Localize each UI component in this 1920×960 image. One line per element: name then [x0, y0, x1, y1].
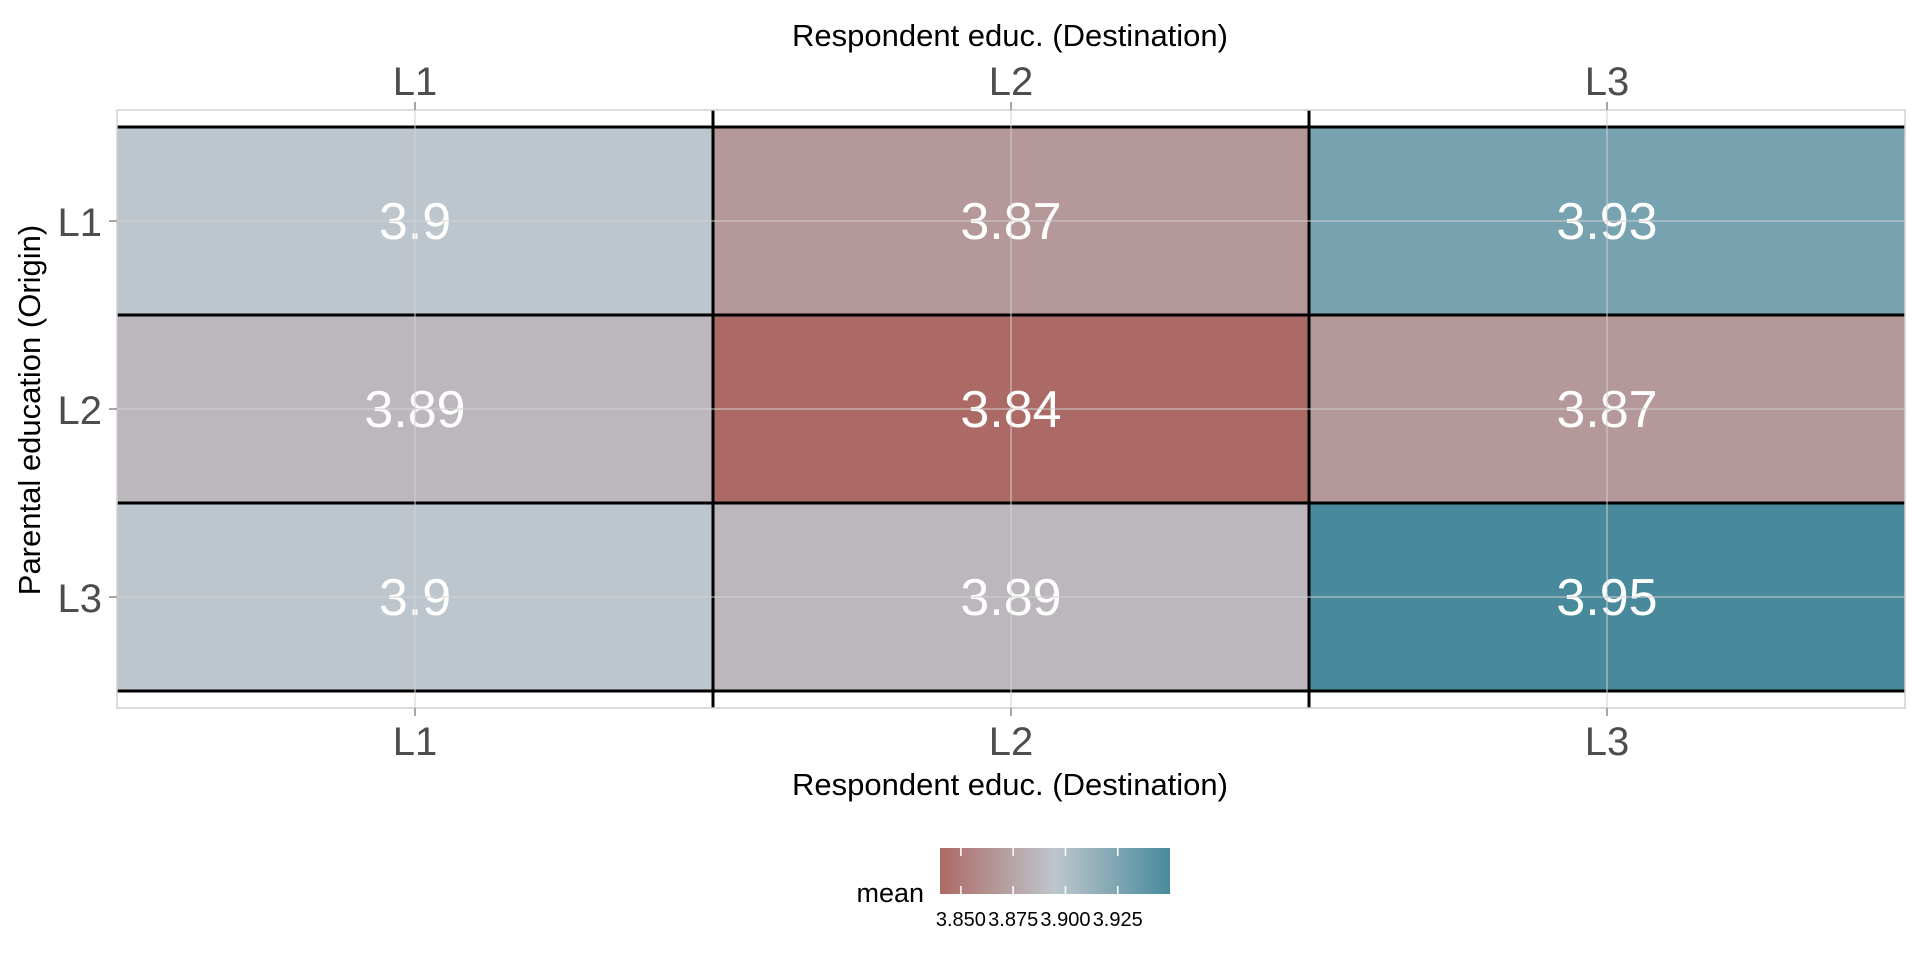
legend-tick-label: 3.850	[936, 909, 986, 931]
x-tick-label-top: L3	[1585, 60, 1630, 104]
x-tick-label-bottom: L1	[393, 720, 438, 764]
color-legend: mean 3.850 3.875 3.900 3.925	[856, 848, 1170, 931]
x-tick-label-top: L1	[393, 60, 438, 104]
x-tick-label-bottom: L2	[989, 720, 1034, 764]
legend-tick-label: 3.875	[988, 909, 1038, 931]
x-axis-title-bottom: Respondent educ. (Destination)	[792, 767, 1228, 802]
x-tick-label-bottom: L3	[1585, 720, 1630, 764]
legend-title: mean	[856, 878, 924, 908]
legend-ticks: 3.850 3.875 3.900 3.925	[936, 848, 1143, 931]
x-tick-label-top: L2	[989, 60, 1034, 104]
y-axis-title: Parental education (Origin)	[12, 225, 47, 595]
y-tick-label: L3	[58, 577, 103, 621]
y-tick-label: L1	[58, 201, 103, 245]
legend-tick-label: 3.900	[1040, 909, 1090, 931]
y-tick-label: L2	[58, 389, 103, 433]
legend-tick-label: 3.925	[1093, 909, 1143, 931]
legend-color-bar	[940, 848, 1170, 894]
x-axis-title-top: Respondent educ. (Destination)	[792, 18, 1228, 53]
axes: L1 L1 L2 L2 L3 L3 L1 L2 L3	[58, 60, 1906, 764]
